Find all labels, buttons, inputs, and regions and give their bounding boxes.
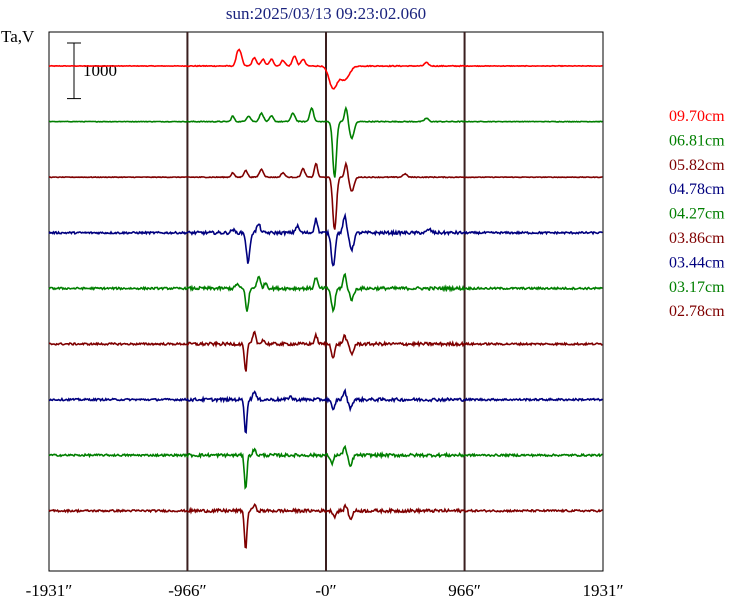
series-line-09-70cm xyxy=(48,48,603,90)
legend-entry: 09.70cm xyxy=(669,108,725,125)
series-line-04-78cm xyxy=(48,212,603,267)
legend-entry: 03.17cm xyxy=(669,279,725,296)
legend-entry: 03.44cm xyxy=(669,254,725,271)
legend-entry: 04.27cm xyxy=(669,206,725,223)
legend-entry: 04.78cm xyxy=(669,181,725,198)
x-axis-ticks: -1931″ -966″ -0″ 966″ 1931″ xyxy=(26,581,624,600)
legend: 09.70cm 06.81cm 05.82cm 04.78cm 04.27cm 03.86… xyxy=(669,108,725,320)
series-line-03-17cm xyxy=(48,444,603,490)
series-lines xyxy=(48,48,604,549)
legend-entry: 06.81cm xyxy=(669,132,725,149)
x-tick-label: 1931″ xyxy=(582,581,623,600)
series-line-06-81cm xyxy=(48,105,603,178)
series-line-03-86cm xyxy=(48,330,603,372)
y-axis-label: Ta,V xyxy=(1,27,35,46)
legend-entry: 02.78cm xyxy=(669,303,725,320)
series-line-03-44cm xyxy=(48,387,604,434)
series-line-05-82cm xyxy=(48,160,603,230)
x-tick-label: -1931″ xyxy=(26,581,73,600)
scale-bar-label: 1000 xyxy=(83,61,117,80)
scale-bar xyxy=(67,42,81,100)
x-tick-label: 966″ xyxy=(448,581,481,600)
vertical-markers xyxy=(186,32,466,571)
series-line-02-78cm xyxy=(48,502,603,549)
chart-title: sun:2025/03/13 09:23:02.060 xyxy=(226,4,426,23)
x-tick-label: -966″ xyxy=(168,581,206,600)
x-tick-label: -0″ xyxy=(315,581,336,600)
legend-entry: 05.82cm xyxy=(669,157,725,174)
legend-entry: 03.86cm xyxy=(669,230,725,247)
series-line-04-27cm xyxy=(48,272,603,314)
